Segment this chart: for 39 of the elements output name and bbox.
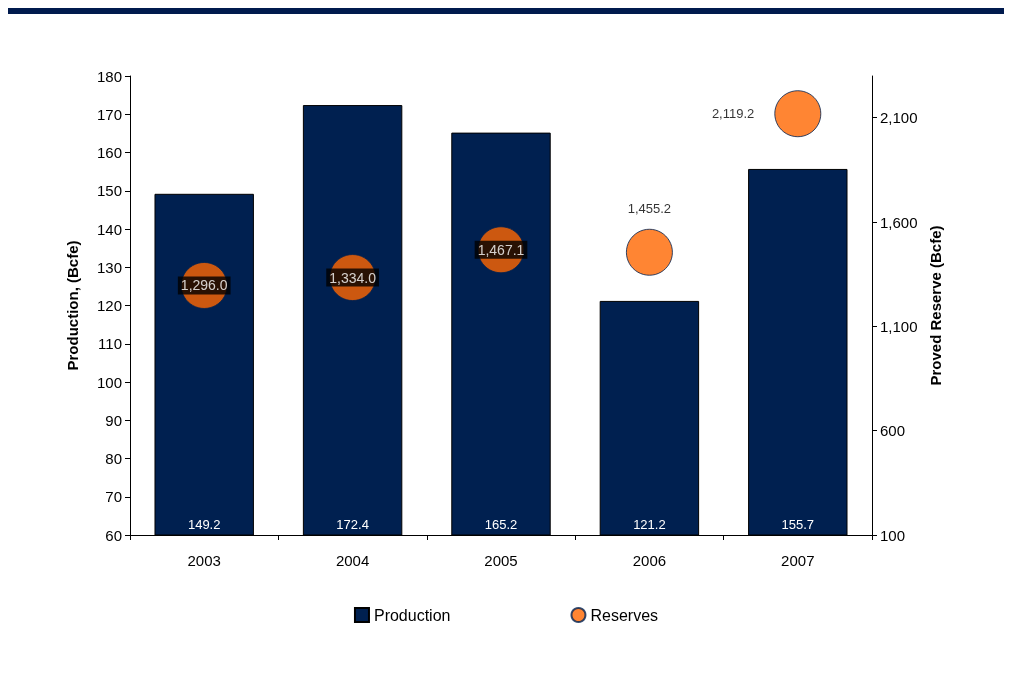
y-axis-title: Production, (Bcfe) — [64, 240, 81, 371]
y-tick-label: 110 — [98, 335, 122, 353]
y-tick-label: 70 — [105, 488, 122, 506]
y2-tick-label: 1,100 — [880, 317, 918, 335]
y-tick-label: 150 — [96, 182, 122, 200]
y-tick-label: 160 — [96, 144, 122, 161]
y-tick-label: 170 — [96, 105, 122, 123]
data-label: 121.2 — [633, 516, 666, 532]
y2-tick-label: 2,100 — [880, 109, 918, 127]
data-label: 2,119.2 — [711, 106, 755, 122]
data-label: 155.7 — [781, 516, 815, 532]
legend-label: Reserves — [590, 606, 659, 624]
y2-tick-label: 1,600 — [880, 213, 918, 231]
data-label: 165.2 — [484, 516, 518, 532]
y-tick-label: 130 — [96, 258, 122, 276]
point — [774, 90, 822, 138]
y-tick-label: 80 — [105, 450, 122, 467]
data-label: 1,296.0 — [180, 277, 228, 294]
data-label: 172.4 — [336, 516, 369, 532]
data-label: 1,334.0 — [329, 269, 377, 286]
legend-label: Production — [373, 606, 451, 624]
x-tick-label: 2005 — [484, 552, 518, 569]
y-tick-label: 100 — [96, 373, 122, 391]
y-tick-label: 140 — [96, 220, 122, 238]
point — [625, 228, 673, 276]
y2-axis-title: Proved Reserve (Bcfe) — [927, 225, 945, 386]
data-label: 1,455.2 — [627, 200, 672, 216]
y-tick-label: 120 — [96, 297, 122, 314]
x-tick-label: 2006 — [632, 552, 667, 569]
data-label: 1,467.1 — [477, 241, 525, 258]
x-tick-label: 2007 — [781, 552, 815, 569]
x-tick-label: 2003 — [187, 552, 221, 569]
y2-tick-label: 600 — [880, 422, 906, 440]
y-tick-label: 180 — [96, 67, 122, 85]
y-tick-label: 60 — [105, 526, 122, 544]
x-tick-label: 2004 — [335, 552, 370, 569]
y-tick-label: 90 — [105, 411, 122, 429]
y2-tick-label: 100 — [880, 526, 906, 544]
data-label: 149.2 — [187, 516, 221, 532]
